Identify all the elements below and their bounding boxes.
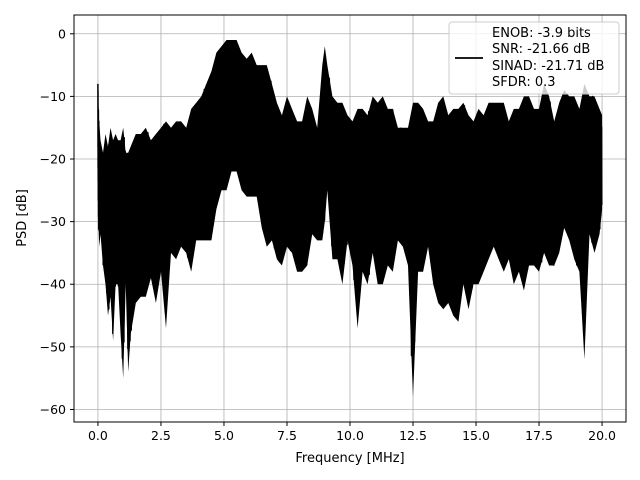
x-tick-label: 5.0 — [214, 428, 234, 443]
x-tick-label: 0.0 — [88, 428, 108, 443]
y-tick-label: −60 — [40, 402, 66, 417]
legend: ENOB: -3.9 bits SNR: -21.66 dB SINAD: -2… — [448, 21, 620, 95]
x-tick-label: 2.5 — [151, 428, 171, 443]
y-axis-ticks: 0 −10 −20 −30 −40 −50 −60 — [40, 26, 74, 417]
x-tick-label: 20.0 — [588, 428, 616, 443]
y-tick-label: −20 — [40, 152, 66, 167]
x-tick-label: 10.0 — [336, 428, 364, 443]
legend-snr: SNR: -21.66 dB — [492, 42, 590, 57]
y-tick-label: −50 — [40, 339, 66, 354]
x-tick-label: 12.5 — [399, 428, 427, 443]
x-tick-label: 15.0 — [462, 428, 490, 443]
legend-enob: ENOB: -3.9 bits — [492, 26, 591, 41]
y-tick-label: −30 — [40, 214, 66, 229]
y-tick-label: −40 — [40, 277, 66, 292]
y-axis-label: PSD [dB] — [15, 189, 30, 247]
y-tick-label: −10 — [40, 89, 66, 104]
x-tick-label: 7.5 — [277, 428, 297, 443]
psd-series-line — [97, 44, 603, 359]
y-tick-label: 0 — [58, 26, 66, 41]
legend-sfdr: SFDR: 0.3 — [492, 75, 556, 90]
x-tick-label: 17.5 — [525, 428, 553, 443]
legend-sinad: SINAD: -21.71 dB — [492, 59, 604, 74]
x-axis-label: Frequency [MHz] — [295, 451, 404, 466]
legend-box — [448, 21, 620, 95]
x-axis-ticks: 0.0 2.5 5.0 7.5 10.0 12.5 15.0 17.5 20.0 — [88, 422, 616, 443]
